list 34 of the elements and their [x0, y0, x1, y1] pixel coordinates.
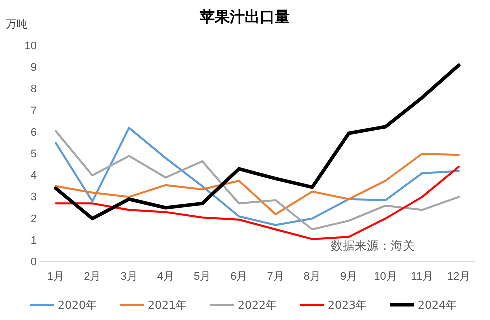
y-tick-label: 8: [30, 84, 37, 96]
legend-label: 2023年: [328, 299, 367, 312]
legend-label: 2021年: [148, 299, 187, 312]
chart-title: 苹果汁出口量: [199, 8, 290, 26]
legend-label: 2022年: [238, 299, 277, 312]
annotation: 数据来源：海关: [331, 239, 415, 253]
line-series: [55, 153, 460, 216]
x-tick-label: 8月: [304, 270, 322, 283]
x-tick-label: 3月: [120, 270, 138, 283]
line-series: [54, 64, 461, 221]
legend-label: 2024年: [418, 299, 457, 312]
y-tick-label: 6: [30, 126, 37, 139]
x-tick-label: 12月: [447, 270, 471, 283]
x-tick-label: 4月: [157, 270, 174, 283]
y-tick-label: 10: [24, 40, 37, 53]
legend-label: 2020年: [58, 299, 97, 312]
y-tick-label: 3: [30, 192, 37, 204]
y-tick-label: 2: [30, 213, 37, 226]
x-tick-label: 1月: [47, 270, 65, 283]
x-tick-label: 7月: [267, 270, 284, 283]
y-tick-label: 1: [30, 234, 37, 247]
x-tick-label: 2月: [84, 270, 102, 283]
x-tick-label: 6月: [230, 270, 248, 283]
y-tick-label: 7: [30, 105, 37, 118]
x-tick-label: 10月: [374, 270, 398, 283]
y-tick-label: 5: [30, 148, 37, 161]
y-tick-label: 0: [30, 256, 37, 269]
y-tick-label: 9: [30, 62, 37, 74]
line-series: [55, 166, 460, 240]
x-tick-label: 9月: [340, 270, 358, 283]
x-tick-label: 5月: [194, 270, 212, 283]
y-axis-title: 万吨: [6, 18, 28, 31]
x-tick-label: 11月: [411, 270, 434, 283]
y-tick-label: 4: [30, 170, 37, 182]
